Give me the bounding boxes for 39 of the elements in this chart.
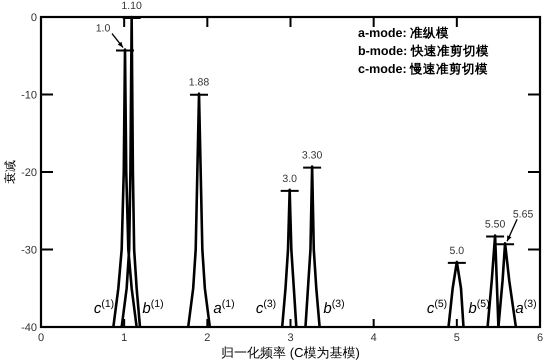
- annotation: 1.88: [188, 76, 210, 89]
- annotation: c$^{(3)}$: [256, 298, 276, 317]
- annotation: 1.10: [121, 0, 142, 12]
- x-tick-label: 2: [204, 332, 210, 344]
- annotation: 5.50: [484, 218, 506, 238]
- annotation: 5.65: [512, 208, 534, 220]
- annotation: c$^{(5)}$: [426, 298, 448, 317]
- x-axis-title: 归一化频率 (C模为基模): [221, 345, 360, 360]
- x-tick-label: 1: [121, 332, 128, 344]
- annotation: a-mode: 准纵模: [358, 26, 450, 40]
- annotation: 1.10: [121, 0, 142, 19]
- x-tick-label: 0: [38, 332, 44, 344]
- x-tick-label: 5: [454, 332, 460, 344]
- annotation: a$^{(1)}$: [213, 298, 235, 317]
- annotation: 1.88: [188, 76, 210, 96]
- annotation: c-mode: 慢速准剪切模: [358, 62, 488, 76]
- x-tick-label: 6: [536, 332, 544, 344]
- x-tick-label: 4: [370, 332, 377, 344]
- annotation: 1.0: [96, 22, 110, 35]
- annotation: b$^{(3)}$: [323, 298, 345, 317]
- annotation: 5.0: [448, 244, 466, 264]
- annotation: 3.0: [280, 172, 299, 192]
- annotation: 3.0: [282, 172, 298, 185]
- x-tick-label: 3: [287, 332, 294, 344]
- annotation: a$^{(3)}$: [515, 298, 537, 317]
- annotation: b-mode: 快速准剪切模: [358, 44, 489, 58]
- annotation: b$^{(1)}$: [142, 298, 164, 317]
- y-tick-label: 0: [30, 12, 37, 24]
- y-axis-title: 衰减: [3, 160, 17, 184]
- annotation: 5.50: [484, 218, 506, 231]
- annotation: c$^{(1)}$: [94, 298, 114, 317]
- annotation: 3.30: [302, 150, 322, 169]
- annotation: 1.0: [96, 22, 134, 52]
- annotation: 5.0: [450, 244, 464, 257]
- y-tick-label: -40: [21, 322, 37, 334]
- y-tick-label: -20: [21, 167, 37, 179]
- y-tick-label: -10: [21, 90, 37, 102]
- y-tick-label: -30: [21, 244, 37, 256]
- annotation: 3.30: [302, 150, 322, 162]
